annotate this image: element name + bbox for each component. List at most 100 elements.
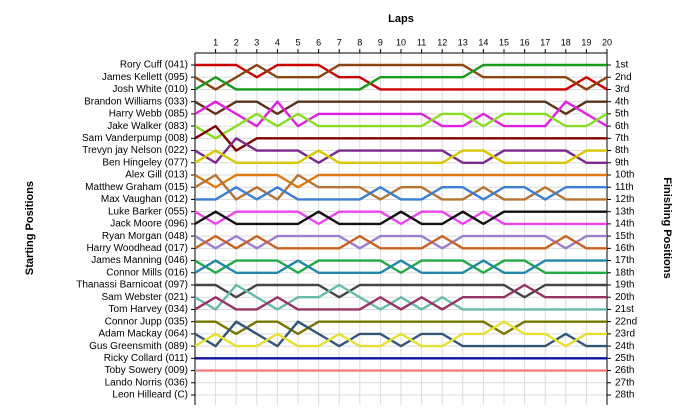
y2-tick-label: 4th [615, 96, 629, 107]
y2-tick-label: 1st [615, 60, 629, 71]
series-line [194, 63, 607, 91]
series-line [194, 259, 607, 274]
legend-label: Rory Cuff (041) [120, 60, 188, 71]
y2-tick-label: 24th [615, 341, 634, 352]
y2-tick-label: 22nd [615, 316, 637, 327]
series-line [194, 234, 607, 250]
series-line [194, 320, 607, 348]
legend-label: Tom Harvey (034) [109, 304, 188, 315]
y2-tick-label: 13th [615, 206, 634, 217]
legend-label: Sam Vanderpump (008) [82, 133, 188, 144]
legend-label: James Manning (046) [91, 255, 188, 266]
series-line [194, 173, 607, 189]
y2-tick-label: 16th [615, 243, 634, 254]
legend-label: Sam Webster (021) [101, 292, 188, 303]
series-line [195, 63, 608, 91]
x-tick-label: 5 [295, 37, 300, 47]
series-line [194, 100, 607, 116]
legend-label: Thanassi Barnicoat (097) [76, 280, 188, 291]
chart-title: Laps [388, 13, 414, 25]
x-tick-label: 1 [213, 37, 218, 47]
x-tick-label: 15 [499, 37, 509, 47]
legend-label: Adam Mackay (064) [99, 329, 188, 340]
series-line [195, 283, 607, 299]
y2-tick-label: 20th [615, 292, 634, 303]
x-tick-label: 14 [478, 37, 488, 47]
legend-label: Toby Sowery (009) [105, 365, 188, 376]
y2-tick-label: 15th [615, 231, 634, 242]
legend-label: Jack Moore (096) [110, 219, 188, 230]
legend-label: Leon Hilleard (C) [112, 390, 188, 401]
x-tick-label: 8 [357, 37, 362, 47]
legend-label: James Kellett (095) [102, 72, 188, 83]
series-line [194, 210, 607, 226]
legend-label: Max Vaughan (012) [101, 194, 188, 205]
legend-label: Lando Norris (036) [105, 377, 188, 388]
x-tick-label: 16 [520, 37, 530, 47]
legend-label: Ben Hingeley (077) [102, 157, 188, 168]
y2-tick-label: 23rd [615, 329, 635, 340]
x-tick-label: 12 [437, 37, 447, 47]
y2-tick-label: 6th [615, 121, 629, 132]
x-tick-label: 13 [458, 37, 468, 47]
y2-tick-label: 18th [615, 267, 634, 278]
y2-tick-label: 11th [615, 182, 634, 193]
x-tick-label: 19 [581, 37, 591, 47]
series-line [194, 173, 607, 201]
legend-label: Gus Greensmith (089) [89, 341, 188, 352]
y2-tick-label: 28th [615, 390, 634, 401]
y2-tick-label: 27th [615, 377, 634, 388]
legend-label: Brandon Williams (033) [84, 96, 188, 107]
y2-tick-label: 26th [615, 365, 634, 376]
x-tick-label: 6 [316, 37, 321, 47]
x-tick-label: 2 [234, 37, 239, 47]
x-tick-label: 20 [602, 37, 612, 47]
x-tick-label: 7 [337, 37, 342, 47]
x-tick-label: 17 [540, 37, 550, 47]
y2-axis-title: Finishing Positions [661, 177, 673, 278]
legend-label: Jake Walker (083) [107, 121, 188, 132]
series-line [194, 320, 607, 348]
legend-label: Harry Webb (085) [109, 109, 188, 120]
y2-tick-label: 21st [615, 304, 634, 315]
y2-tick-label: 12th [615, 194, 634, 205]
series-line [195, 186, 607, 201]
series-line [195, 320, 607, 336]
legend-label: Ricky Collard (011) [104, 353, 188, 364]
legend-label: Trevyn jay Nelson (022) [82, 145, 188, 156]
y2-tick-label: 2nd [615, 72, 632, 83]
y2-tick-label: 9th [615, 157, 629, 168]
legend-label: Connor Jupp (035) [105, 316, 188, 327]
y2-tick-label: 17th [615, 255, 634, 266]
y2-tick-label: 7th [615, 133, 629, 144]
y2-tick-label: 8th [615, 145, 629, 156]
y-axis-title: Starting Positions [24, 181, 36, 275]
y2-tick-label: 5th [615, 109, 629, 120]
series-line [194, 149, 607, 164]
y2-tick-label: 19th [615, 280, 634, 291]
legend-label: Josh White (010) [112, 84, 188, 95]
y2-tick-label: 3rd [615, 84, 629, 95]
legend-label: Ryan Morgan (048) [102, 231, 188, 242]
legend-label: Alex Gill (013) [125, 170, 188, 181]
series-line [194, 137, 607, 164]
series-line [194, 283, 607, 311]
x-tick-label: 4 [275, 37, 280, 47]
series-line [194, 234, 607, 250]
y2-tick-label: 10th [615, 170, 634, 181]
series-line [194, 124, 607, 152]
legend-label: Connor Mills (016) [106, 267, 188, 278]
legend-label: Harry Woodhead (017) [86, 243, 188, 254]
x-tick-label: 9 [378, 37, 383, 47]
series-line [194, 112, 608, 140]
x-tick-label: 10 [396, 37, 406, 47]
series-line [194, 283, 607, 311]
series-line [194, 259, 607, 274]
series-line [194, 210, 607, 226]
series-line [194, 63, 608, 91]
x-tick-label: 11 [417, 37, 426, 47]
x-tick-label: 18 [561, 37, 571, 47]
y2-tick-label: 25th [615, 353, 634, 364]
